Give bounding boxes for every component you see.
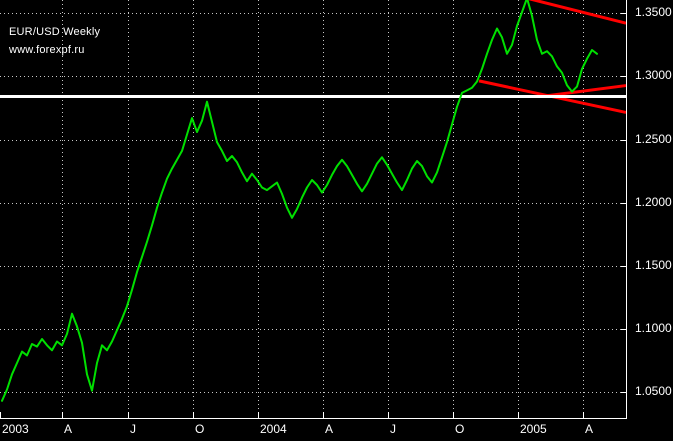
x-axis-tick-label: A (325, 422, 334, 436)
chart-canvas (0, 0, 627, 419)
x-axis-tick-label: J (130, 422, 136, 436)
x-axis-tick-label: 2004 (260, 422, 287, 436)
price-line (1, 0, 598, 402)
horizontal-gridlines (0, 13, 626, 393)
x-axis-tick-label: O (455, 422, 465, 436)
lower-support-trendline (544, 84, 627, 98)
x-axis-tick-label: J (390, 422, 396, 436)
price-series-layer (1, 0, 598, 402)
chart-plot-area[interactable] (0, 0, 627, 419)
x-axis-tick-label: 2005 (520, 422, 547, 436)
chart-title-watermark: EUR/USD Weekly (9, 26, 101, 38)
x-axis-tick-label: A (64, 422, 73, 436)
y-axis-tick-label: 1.0500 (635, 383, 672, 398)
y-axis-tick-label: 1.3500 (635, 5, 672, 20)
vertical-gridlines (62, 0, 584, 418)
y-axis-tick-label: 1.2000 (635, 194, 672, 209)
x-axis-tick-label: 2003 (2, 422, 29, 436)
x-axis-tick-label: A (585, 422, 594, 436)
plot-background (0, 0, 627, 419)
y-axis-tick-label: 1.3000 (635, 68, 672, 83)
upper-resistance-trendline (527, 0, 627, 25)
x-axis-tick-label: O (195, 422, 205, 436)
y-axis-tick-label: 1.1000 (635, 320, 672, 335)
y-axis-tick-label: 1.1500 (635, 257, 672, 272)
y-axis-tick-label: 1.2500 (635, 131, 672, 146)
trendline-layer (0, 0, 627, 114)
site-watermark: www.forexpf.ru (9, 44, 85, 56)
